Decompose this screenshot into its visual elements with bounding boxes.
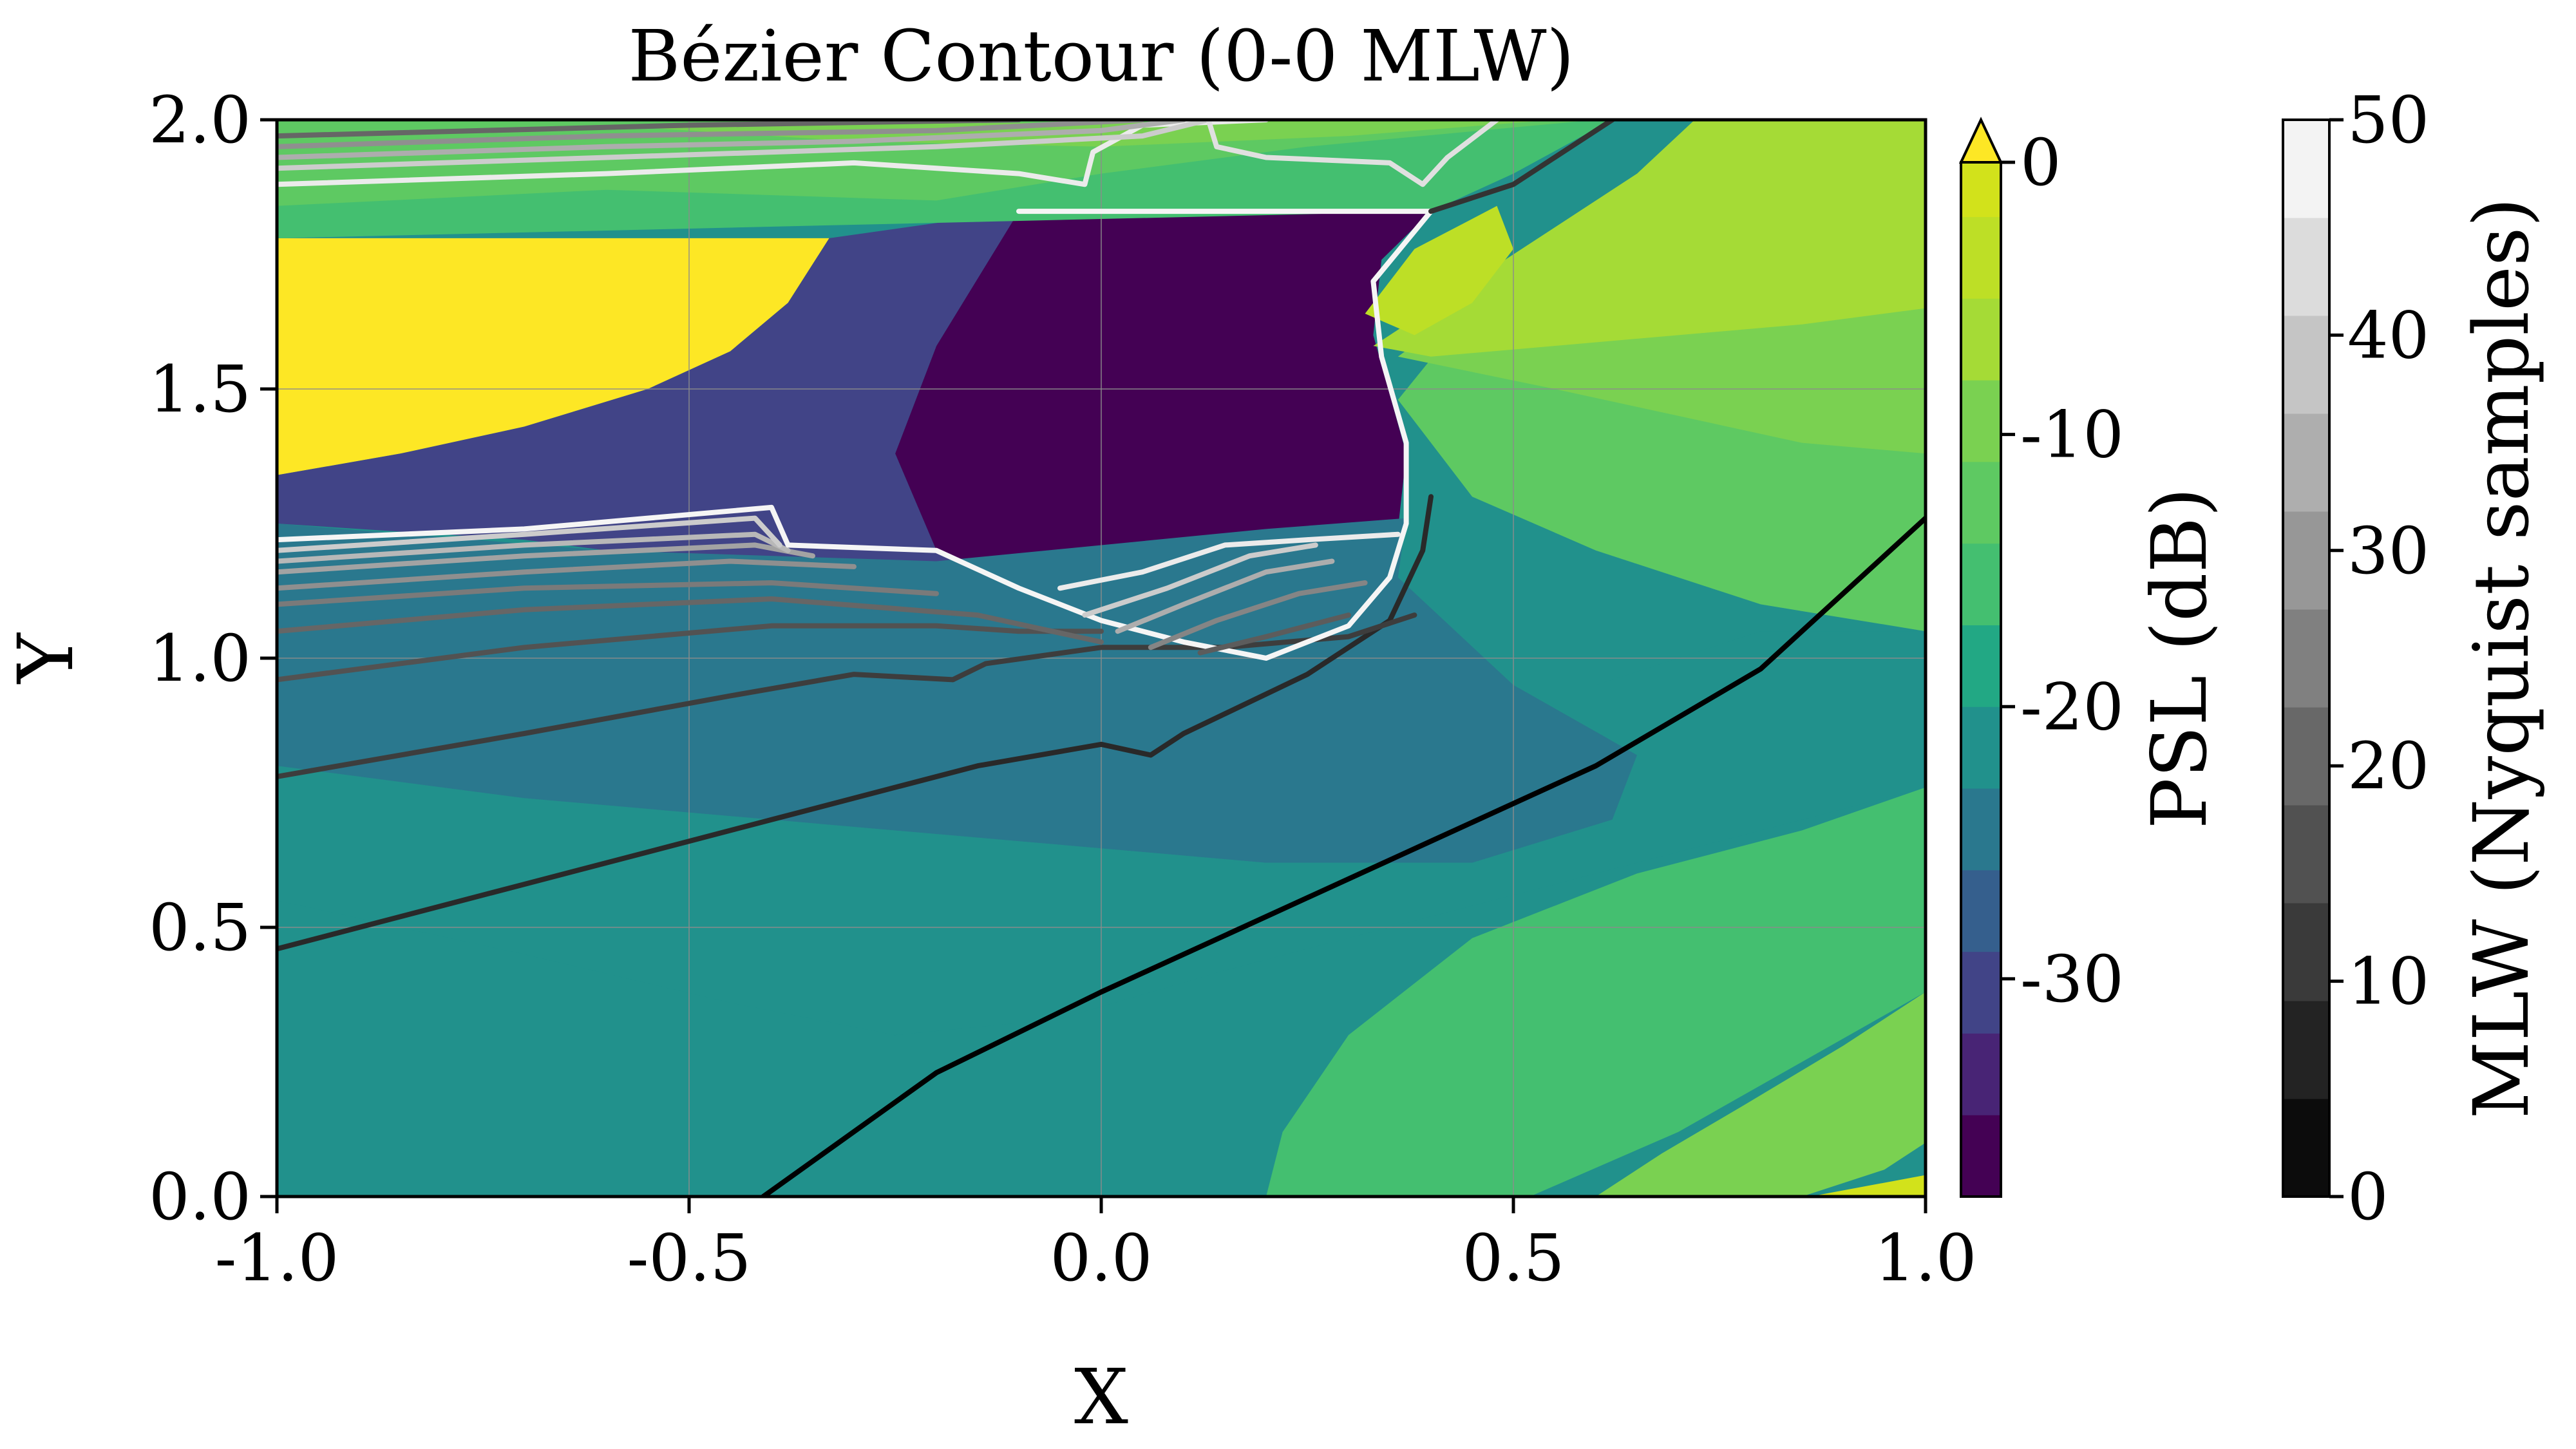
mlw-colorbar-tick-label-4: 40 [2347,298,2429,373]
mlw-contour-line-0 [761,515,1926,1197]
mlw-colorbar-band-10 [2283,120,2329,218]
mlw-contour-line-22 [1428,120,1615,214]
mlw-contour-lines [277,120,1926,1197]
plot-area [275,118,1927,1198]
mlw-contour-line-16 [277,120,1269,187]
psl-colorbar-label: PSL (dB) [2135,488,2224,829]
psl-region-1 [895,211,1431,583]
mlw-contour-line-18 [277,120,1186,160]
psl-region-12 [1365,205,1513,336]
mlw-contour-line-4 [277,596,1104,645]
psl-colorbar-band-4 [1961,788,2001,871]
y-tick-label-4: 2.0 [149,82,251,158]
psl-colorbar-band-0 [1961,1115,2001,1197]
mlw-colorbar-band-7 [2283,413,2329,512]
mlw-colorbar-band-2 [2283,903,2329,1001]
psl-region-2 [277,211,1398,659]
psl-colorbar-tick-label-0: 0 [2020,125,2061,200]
psl-colorbar-band-12 [1961,162,2001,218]
mlw-contour-line-17 [277,120,1211,171]
mlw-colorbar-band-8 [2283,316,2329,414]
psl-region-7 [1596,992,1926,1197]
y-tick-label-1: 0.5 [149,890,251,965]
psl-colorbar-tick-label-2: -20 [2020,669,2124,744]
y-tick-label-0: 0.0 [149,1159,251,1235]
x-axis: -1.0 -0.5 0.0 0.5 1.0 [215,1197,1977,1296]
mlw-contour-line-21 [1206,120,1500,187]
x-tick-label-0: -1.0 [215,1220,339,1296]
mlw-contour-line-9 [277,515,782,553]
psl-colorbar-band-9 [1961,380,2001,462]
chart-title: Bézier Contour (0-0 MLW) [629,15,1575,97]
psl-colorbar-band-3 [1961,869,2001,952]
psl-colorbar-band-1 [1961,1033,2001,1115]
psl-region-6 [1266,787,1926,1197]
psl-region-0 [277,238,829,475]
grid-lines [277,120,1926,1197]
mlw-contour-line-13 [1115,558,1335,634]
psl-contour-regions [277,120,1926,1197]
psl-region-8 [1810,1175,1926,1197]
psl-colorbar-band-8 [1961,461,2001,544]
mlw-colorbar: 0 10 20 30 40 50 [2282,82,2429,1235]
y-axis-label: Y [1,632,90,685]
mlw-contour-line-12 [1082,542,1318,618]
psl-colorbar-band-5 [1961,706,2001,789]
mlw-contour-line-3 [277,623,1104,683]
psl-colorbar-band-11 [1961,216,2001,299]
mlw-colorbar-tick-label-2: 20 [2347,728,2429,804]
mlw-contour-line-20 [277,120,1021,139]
psl-colorbar-tick-label-1: -10 [2020,397,2124,473]
x-tick-label-4: 1.0 [1874,1220,1976,1296]
mlw-contour-line-2 [277,612,1417,779]
psl-region-14 [277,120,1596,206]
psl-colorbar-band-2 [1961,951,2001,1034]
psl-colorbar-band-7 [1961,543,2001,625]
mlw-colorbar-band-0 [2283,1099,2329,1197]
psl-colorbar-frame [1960,161,2002,1198]
mlw-colorbar-band-5 [2283,609,2329,708]
mlw-colorbar-frame [2282,118,2331,1198]
mlw-colorbar-band-3 [2283,805,2329,904]
mlw-colorbar-band-9 [2283,218,2329,316]
y-axis: 0.0 0.5 1.0 1.5 2.0 [149,82,277,1235]
x-tick-label-3: 0.5 [1462,1220,1564,1296]
psl-colorbar-band-6 [1961,625,2001,707]
mlw-contour-line-15 [1197,612,1351,656]
psl-colorbar: 0 -10 -20 -30 [1958,117,2124,1198]
mlw-contour-line-6 [277,558,857,591]
mlw-contour-line-11 [1057,531,1401,591]
mlw-colorbar-band-6 [2283,511,2329,610]
mlw-colorbar-band-1 [2283,1001,2329,1099]
mlw-colorbar-tick-label-5: 50 [2347,82,2429,158]
x-tick-label-2: 0.0 [1050,1220,1152,1296]
mlw-colorbar-tick-label-1: 10 [2347,944,2429,1019]
psl-colorbar-band-10 [1961,298,2001,381]
mlw-contour-line-19 [277,120,1145,149]
mlw-contour-line-8 [277,531,791,564]
mlw-contour-line-1 [277,494,1434,952]
x-tick-label-1: -0.5 [627,1220,752,1296]
mlw-contour-line-10 [277,209,1434,661]
psl-colorbar-tick-label-3: -30 [2020,942,2124,1017]
mlw-colorbar-band-4 [2283,707,2329,806]
x-axis-label: X [1074,1352,1128,1441]
mlw-colorbar-tick-label-3: 30 [2347,513,2429,589]
mlw-colorbar-label: MLW (Nyquist samples) [2457,198,2546,1119]
mlw-colorbar-tick-label-0: 0 [2347,1159,2389,1235]
y-tick-label-3: 1.5 [149,352,251,427]
psl-colorbar-extend-arrow [1958,117,2003,164]
psl-region-11 [1373,120,1926,357]
mlw-contour-line-14 [1148,580,1368,650]
y-tick-label-2: 1.0 [149,621,251,696]
mlw-contour-line-5 [277,580,939,607]
